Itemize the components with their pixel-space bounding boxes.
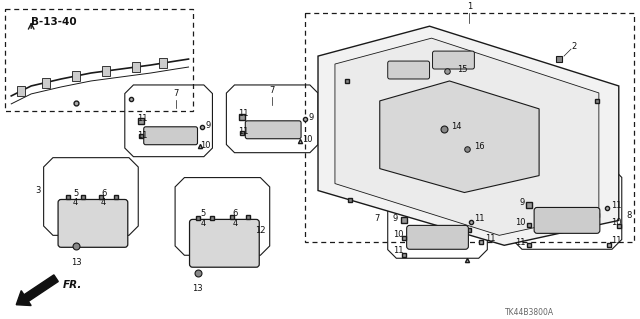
Bar: [159, 58, 166, 68]
Polygon shape: [380, 81, 539, 193]
Bar: [5, 9, 193, 111]
Text: 11: 11: [611, 201, 621, 210]
FancyArrow shape: [16, 275, 58, 306]
Text: 9: 9: [205, 121, 211, 130]
Text: 15: 15: [458, 64, 468, 73]
Text: 1: 1: [467, 2, 472, 11]
Text: 4: 4: [232, 219, 237, 228]
Text: 4: 4: [200, 219, 205, 228]
Text: 16: 16: [474, 142, 485, 151]
FancyBboxPatch shape: [189, 219, 259, 267]
Text: 10: 10: [515, 218, 525, 227]
Text: 9: 9: [308, 113, 314, 122]
Text: 9: 9: [520, 198, 525, 207]
Bar: [42, 78, 50, 88]
Text: 6: 6: [101, 189, 106, 198]
Text: 7: 7: [269, 86, 275, 95]
Text: 3: 3: [36, 186, 41, 195]
Text: B-13-40: B-13-40: [31, 17, 77, 27]
Text: 10: 10: [611, 218, 621, 227]
Text: 10: 10: [200, 141, 211, 150]
Text: 6: 6: [232, 209, 237, 218]
Bar: [102, 66, 110, 76]
Bar: [132, 62, 140, 72]
Text: 4: 4: [101, 198, 106, 207]
Text: 11: 11: [485, 234, 496, 243]
Text: 11: 11: [474, 214, 485, 223]
FancyBboxPatch shape: [245, 121, 301, 139]
Text: 2: 2: [571, 41, 576, 51]
Text: 7: 7: [173, 89, 179, 98]
Text: 8: 8: [627, 211, 632, 220]
Text: 4: 4: [73, 198, 78, 207]
FancyBboxPatch shape: [433, 51, 474, 69]
Text: 13: 13: [192, 284, 203, 293]
Text: 13: 13: [70, 258, 81, 267]
Bar: [72, 71, 80, 81]
Text: 14: 14: [451, 122, 462, 131]
Text: FR.: FR.: [63, 280, 83, 290]
FancyBboxPatch shape: [58, 199, 128, 247]
FancyBboxPatch shape: [388, 61, 429, 79]
FancyBboxPatch shape: [406, 226, 468, 249]
Text: 11: 11: [137, 114, 147, 123]
Text: 5: 5: [200, 209, 205, 218]
Bar: [305, 13, 634, 242]
Polygon shape: [335, 38, 599, 235]
Text: 11: 11: [238, 127, 249, 136]
Bar: [17, 86, 25, 96]
Text: 9: 9: [393, 214, 398, 223]
Text: TK44B3800A: TK44B3800A: [504, 308, 554, 316]
Text: 7: 7: [374, 214, 380, 223]
Polygon shape: [318, 26, 619, 245]
Text: 10: 10: [393, 230, 403, 239]
Text: 11: 11: [611, 236, 621, 245]
Text: 5: 5: [73, 189, 78, 198]
Text: 11: 11: [515, 238, 525, 247]
FancyBboxPatch shape: [144, 127, 198, 145]
Text: 11: 11: [393, 246, 403, 255]
FancyBboxPatch shape: [534, 207, 600, 234]
Text: 11: 11: [137, 131, 147, 140]
Text: 12: 12: [255, 226, 266, 235]
Text: 11: 11: [238, 109, 249, 118]
Text: 10: 10: [302, 135, 312, 144]
